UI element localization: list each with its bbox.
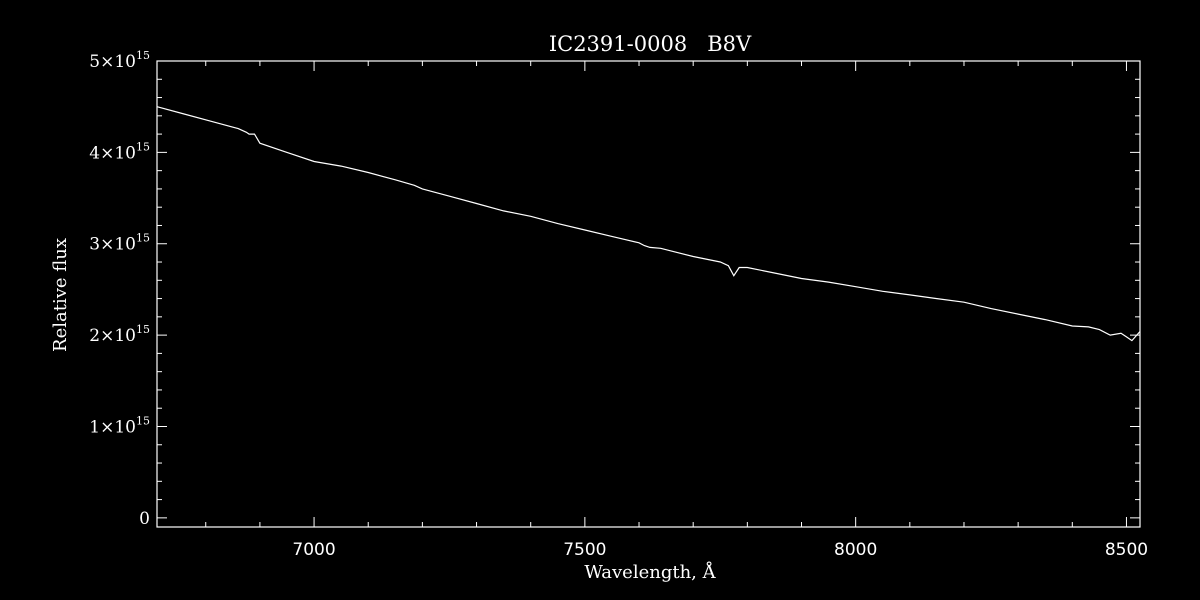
ticks-group xyxy=(157,60,1140,527)
x-tick-label: 7500 xyxy=(563,540,606,560)
x-tick-label: 8000 xyxy=(834,540,877,560)
plot-frame xyxy=(156,60,1141,528)
y-tick-label: 2×1015 xyxy=(89,323,150,346)
y-tick-label: 0 xyxy=(139,509,150,529)
y-tick-label-mantissa: 2×10 xyxy=(89,326,136,346)
y-tick-label: 4×1015 xyxy=(89,140,150,163)
x-tick-labels: 7000 7500 8000 8500 xyxy=(292,540,1148,560)
x-tick-label: 8500 xyxy=(1105,540,1148,560)
y-tick-label-mantissa: 5×10 xyxy=(89,52,136,72)
y-tick-label-mantissa: 4×10 xyxy=(89,143,136,163)
y-tick-label-mantissa: 3×10 xyxy=(89,235,136,255)
x-axis-label: Wavelength, Å xyxy=(584,561,716,583)
chart-title: IC2391-0008 B8V xyxy=(549,32,752,56)
y-tick-label-mantissa: 0 xyxy=(139,509,150,529)
y-tick-label-exponent: 15 xyxy=(136,140,150,153)
y-tick-label-mantissa: 1×10 xyxy=(89,417,136,437)
y-tick-label: 5×1015 xyxy=(89,49,150,72)
spectrum-series-line xyxy=(156,106,1141,342)
y-tick-label-exponent: 15 xyxy=(136,49,150,62)
y-axis-label: Relative flux xyxy=(50,238,71,352)
y-tick-label-exponent: 15 xyxy=(136,232,150,245)
x-tick-label: 7000 xyxy=(292,540,335,560)
y-tick-label-exponent: 15 xyxy=(136,414,150,427)
y-tick-label: 1×1015 xyxy=(89,414,150,437)
y-tick-label-exponent: 15 xyxy=(136,323,150,336)
y-tick-label: 3×1015 xyxy=(89,232,150,255)
